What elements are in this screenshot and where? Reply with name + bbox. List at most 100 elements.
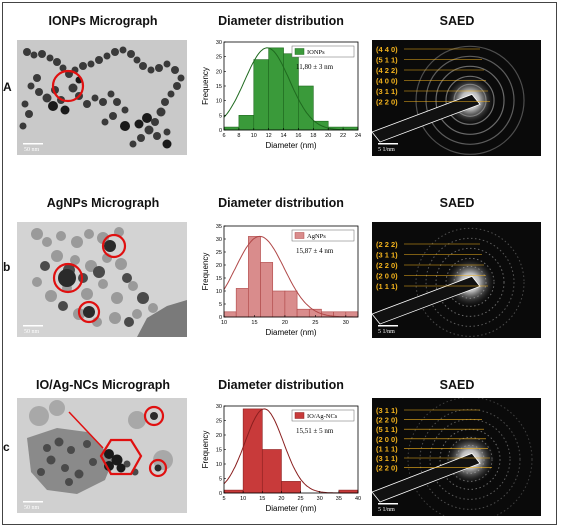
histogram-bar [268,47,284,131]
beam-stopper [372,93,481,143]
histogram-bar [223,489,244,494]
legend-label: AgNPs [307,233,326,240]
legend-label: IONPs [307,49,325,56]
x-tick-label: 16 [295,133,301,139]
histogram-bar [248,236,261,318]
saed-pattern-agnps: (2 2 2) (3 1 1)(2 2 0) (2 0 0)(1 1 1) 5 1/n… [372,222,541,338]
miller-index-label: (2 2 0) [376,261,398,270]
y-tick-label: 0 [219,491,222,497]
pointer-line [68,411,104,449]
histogram-bar [272,290,286,318]
x-tick-label: 30 [317,496,323,502]
histogram-bar [242,408,263,494]
miller-index-label: (2 2 0) [376,98,398,107]
saed-title-b: SAED [439,196,475,210]
y-tick-label: 5 [219,477,222,483]
miller-index-label: (3 1 1) [376,454,398,463]
legend-box [291,229,355,242]
diffraction-ring [435,247,505,317]
micrograph-agnps: 50 nm [17,222,187,337]
micrograph-ioag-ncs: 50 nm [17,398,187,513]
saed-title-c: SAED [439,378,475,392]
miller-index-label: (2 2 0) [376,464,398,473]
row-label-b: b [3,260,11,274]
y-tick-label: 30 [216,237,222,243]
highlight-circle [52,262,84,294]
x-tick-label: 35 [336,496,342,502]
x-tick-label: 5 [222,496,225,502]
y-tick-label: 15 [216,448,222,454]
histogram-bar [253,59,269,131]
histogram-bar [235,288,249,318]
scalebar [378,503,398,505]
x-tick-label: 20 [282,320,288,326]
beam-stopper [372,275,481,325]
micrograph-title-c: IO/Ag-NCs Micrograph [35,378,171,392]
x-tick-label: 20 [325,133,331,139]
x-tick-label: 30 [343,320,349,326]
miller-index-label: (3 1 1) [376,406,398,415]
x-axis-label: Diameter (nm) [265,328,316,337]
y-tick-label: 0 [219,128,222,134]
y-tick-label: 10 [216,289,222,295]
miller-index-label: (2 2 2) [376,240,398,249]
x-axis-label: Diameter (nm) [265,504,316,513]
y-tick-label: 5 [219,302,222,308]
x-tick-label: 10 [251,133,257,139]
y-tick-label: 25 [216,250,222,256]
y-tick-label: 25 [216,419,222,425]
miller-index-label: (4 2 2) [376,66,398,75]
saed-scalebar-label: 5 1/nm [378,329,395,335]
fit-curve [223,47,358,131]
scalebar [378,143,398,145]
x-tick-label: 25 [312,320,318,326]
miller-index-label: (3 1 1) [376,87,398,96]
x-tick-label: 40 [355,496,361,502]
highlight-circle [101,233,127,259]
y-tick-label: 20 [216,433,222,439]
micrograph-title-a: IONPs Micrograph [48,14,158,28]
histogram-bar [223,311,237,318]
scalebar-label-c: 50 nm [24,505,40,511]
diffraction-ring [425,55,515,145]
saed-pattern-ionps: (4 4 0) (5 1 1)(4 2 2) (4 0 0)(3 1 1) (2 2 … [372,40,541,156]
y-tick-label: 0 [219,315,222,321]
x-tick-label: 8 [237,133,240,139]
scalebar-label-b: 50 nm [24,329,40,335]
x-tick-label: 12 [266,133,272,139]
miller-index-label: (5 1 1) [376,425,398,434]
diffraction-ring [425,237,515,327]
micrograph-ionps: 50 nm [17,40,187,155]
x-axis-label: Diameter (nm) [265,141,316,150]
x-tick-label: 6 [222,133,225,139]
miller-index-label: (4 4 0) [376,45,398,54]
y-tick-label: 25 [216,55,222,61]
diffraction-ring [407,398,533,516]
y-tick-label: 10 [216,462,222,468]
saed-scalebar-label: 5 1/nm [378,147,395,153]
y-tick-label: 15 [216,84,222,90]
y-tick-label: 35 [216,224,222,230]
x-tick-label: 15 [259,496,265,502]
histogram-agnps: 10 15 20 25 30 0 5 10 15 20 25 30 35 Diameter (nm) Fre… [200,222,362,339]
x-tick-label: 24 [355,133,361,139]
y-axis-label: Frequency [201,431,210,469]
y-tick-label: 15 [216,276,222,282]
miller-index-label: (2 2 0) [376,416,398,425]
histogram-bar [223,126,240,131]
x-tick-label: 25 [298,496,304,502]
saed-pattern-ioag-ncs: (3 1 1)(2 2 0)(5 1 1)(2 0 0)(1 1 1)(3 1 … [372,398,541,516]
scalebar [378,325,398,327]
histogram-bar [345,311,359,318]
stat-label: 15,51 ± 5 nm [296,427,334,435]
miller-index-label: (3 1 1) [376,251,398,260]
highlight-circle [51,69,85,103]
histogram-bar [261,449,282,494]
diffraction-ring [415,45,525,155]
stat-label: 11,80 ± 3 nm [296,63,334,71]
x-tick-label: 18 [310,133,316,139]
x-tick-label: 15 [251,320,257,326]
x-tick-label: 22 [340,133,346,139]
y-tick-label: 10 [216,99,222,105]
diffraction-ring [415,227,525,337]
